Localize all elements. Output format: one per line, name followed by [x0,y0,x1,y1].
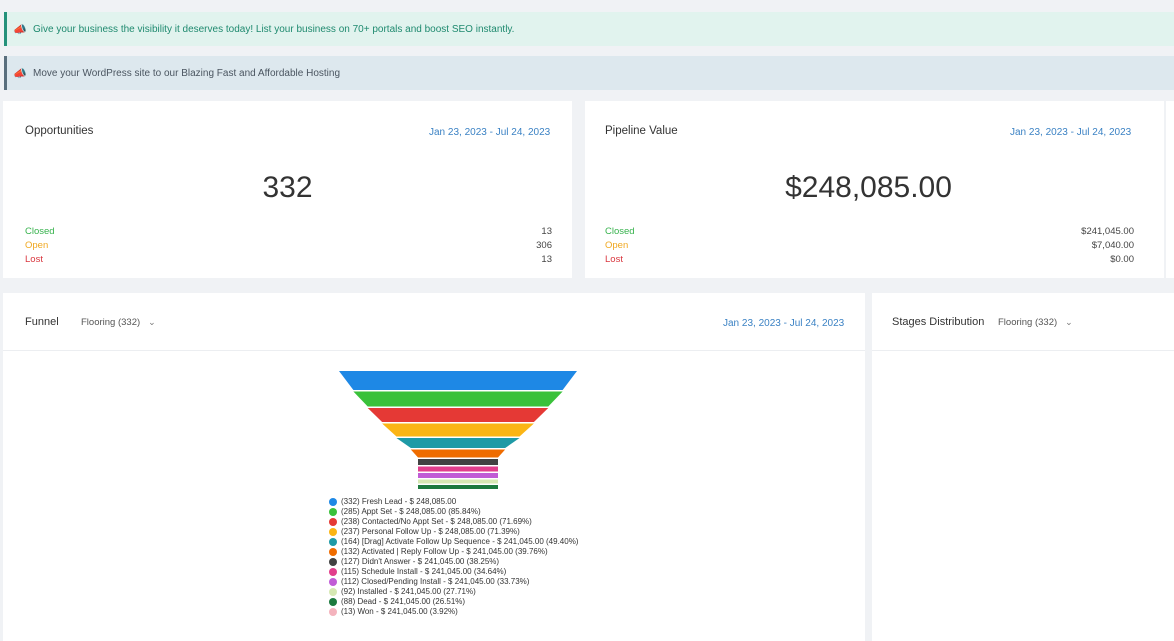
seo-promo-banner[interactable]: 📣 Give your business the visibility it d… [4,12,1174,46]
pipeline-select-value: Flooring (332) [998,317,1058,328]
pipeline-select[interactable]: Flooring (332) ⌄ [81,317,156,328]
closed-value: $241,045.00 [1081,226,1134,237]
closed-label: Closed [605,226,635,237]
closed-value: 13 [541,226,552,237]
lost-value: $0.00 [1110,254,1134,265]
chevron-down-icon: ⌄ [1065,317,1073,327]
panel-title: Stages Distribution [892,316,985,328]
legend-item[interactable]: (332) Fresh Lead - $ 248,085.00 [329,497,579,507]
legend-label: (132) Activated | Reply Follow Up - $ 24… [341,547,548,556]
legend-label: (127) Didn't Answer - $ 241,045.00 (38.2… [341,557,500,566]
legend-swatch [329,508,337,516]
funnel-segment[interactable] [367,408,549,422]
legend-label: (237) Personal Follow Up - $ 248,085.00 … [341,527,520,536]
funnel-segment[interactable] [353,391,563,407]
megaphone-icon: 📣 [13,67,27,80]
legend-item[interactable]: (127) Didn't Answer - $ 241,045.00 (38.2… [329,557,579,567]
funnel-panel: Funnel Flooring (332) ⌄ Jan 23, 2023 - J… [3,293,865,641]
legend-label: (332) Fresh Lead - $ 248,085.00 [341,497,457,506]
pipeline-total: $248,085.00 [785,171,952,204]
legend-item[interactable]: (112) Closed/Pending Install - $ 241,045… [329,577,579,587]
legend-label: (112) Closed/Pending Install - $ 241,045… [341,577,530,586]
funnel-segment[interactable] [418,459,498,465]
legend-item[interactable]: (164) [Drag] Activate Follow Up Sequence… [329,537,579,547]
legend-swatch [329,588,337,596]
funnel-segment[interactable] [396,438,520,448]
stages-distribution-panel: Stages Distribution Flooring (332) ⌄ [872,293,1174,641]
legend-swatch [329,598,337,606]
legend-swatch [329,538,337,546]
legend-item[interactable]: (132) Activated | Reply Follow Up - $ 24… [329,547,579,557]
date-range[interactable]: Jan 23, 2023 - Jul 24, 2023 [1010,127,1132,138]
legend-item[interactable]: (88) Dead - $ 241,045.00 (26.51%) [329,597,579,607]
funnel-segment[interactable] [418,473,498,478]
panel-title: Funnel [25,316,59,328]
card-title: Opportunities [25,125,94,137]
stages-header: Stages Distribution Flooring (332) ⌄ [872,293,1174,351]
legend-label: (13) Won - $ 241,045.00 (3.92%) [341,607,458,616]
pipeline-value-card: Pipeline Value Jan 23, 2023 - Jul 24, 20… [585,101,1164,278]
open-label: Open [605,240,629,251]
next-card-edge [1166,101,1174,278]
pipeline-select-value: Flooring (332) [81,317,141,328]
legend-item[interactable]: (237) Personal Follow Up - $ 248,085.00 … [329,527,579,537]
legend-item[interactable]: (285) Appt Set - $ 248,085.00 (85.84%) [329,507,579,517]
legend-swatch [329,568,337,576]
open-value: 306 [536,240,552,251]
funnel-segment[interactable] [418,479,498,484]
open-value: $7,040.00 [1091,240,1134,251]
lost-label: Lost [605,254,623,265]
legend-swatch [329,548,337,556]
date-range[interactable]: Jan 23, 2023 - Jul 24, 2023 [723,318,845,329]
legend-swatch [329,528,337,536]
legend-label: (238) Contacted/No Appt Set - $ 248,085.… [341,517,532,526]
funnel-chart [339,371,577,489]
legend-item[interactable]: (92) Installed - $ 241,045.00 (27.71%) [329,587,579,597]
lost-label: Lost [25,254,43,265]
opportunities-breakdown: Closed 13 Open 306 Lost 13 [25,225,552,267]
banner-text: Give your business the visibility it des… [33,23,515,35]
legend-item[interactable]: (238) Contacted/No Appt Set - $ 248,085.… [329,517,579,527]
funnel-segment[interactable] [382,423,534,437]
open-label: Open [25,240,49,251]
banner-text: Move your WordPress site to our Blazing … [33,67,341,79]
opportunities-card: Opportunities Jan 23, 2023 - Jul 24, 202… [3,101,572,278]
funnel-segment[interactable] [418,466,498,472]
chevron-down-icon: ⌄ [148,317,156,327]
legend-label: (92) Installed - $ 241,045.00 (27.71%) [341,587,476,596]
legend-swatch [329,558,337,566]
opportunities-total: 332 [262,171,313,204]
legend-swatch [329,578,337,586]
legend-item[interactable]: (13) Won - $ 241,045.00 (3.92%) [329,607,579,617]
legend-swatch [329,498,337,506]
funnel-legend: (332) Fresh Lead - $ 248,085.00 (285) App… [329,497,579,617]
funnel-header: Funnel Flooring (332) ⌄ Jan 23, 2023 - J… [3,293,865,351]
legend-swatch [329,608,337,616]
lost-value: 13 [541,254,552,265]
legend-label: (115) Schedule Install - $ 241,045.00 (3… [341,567,507,576]
legend-item[interactable]: (115) Schedule Install - $ 241,045.00 (3… [329,567,579,577]
funnel-segment[interactable] [410,449,506,458]
hosting-promo-banner[interactable]: 📣 Move your WordPress site to our Blazin… [4,56,1174,90]
pipeline-breakdown: Closed $241,045.00 Open $7,040.00 Lost $0.0… [605,225,1134,267]
date-range[interactable]: Jan 23, 2023 - Jul 24, 2023 [429,127,551,138]
pipeline-select[interactable]: Flooring (332) ⌄ [998,317,1073,328]
funnel-segment[interactable] [339,371,577,390]
funnel-segment[interactable] [418,485,498,489]
closed-label: Closed [25,226,55,237]
legend-label: (88) Dead - $ 241,045.00 (26.51%) [341,597,466,606]
megaphone-icon: 📣 [13,23,27,36]
legend-label: (285) Appt Set - $ 248,085.00 (85.84%) [341,507,481,516]
card-title: Pipeline Value [605,125,678,137]
legend-swatch [329,518,337,526]
legend-label: (164) [Drag] Activate Follow Up Sequence… [341,537,579,546]
